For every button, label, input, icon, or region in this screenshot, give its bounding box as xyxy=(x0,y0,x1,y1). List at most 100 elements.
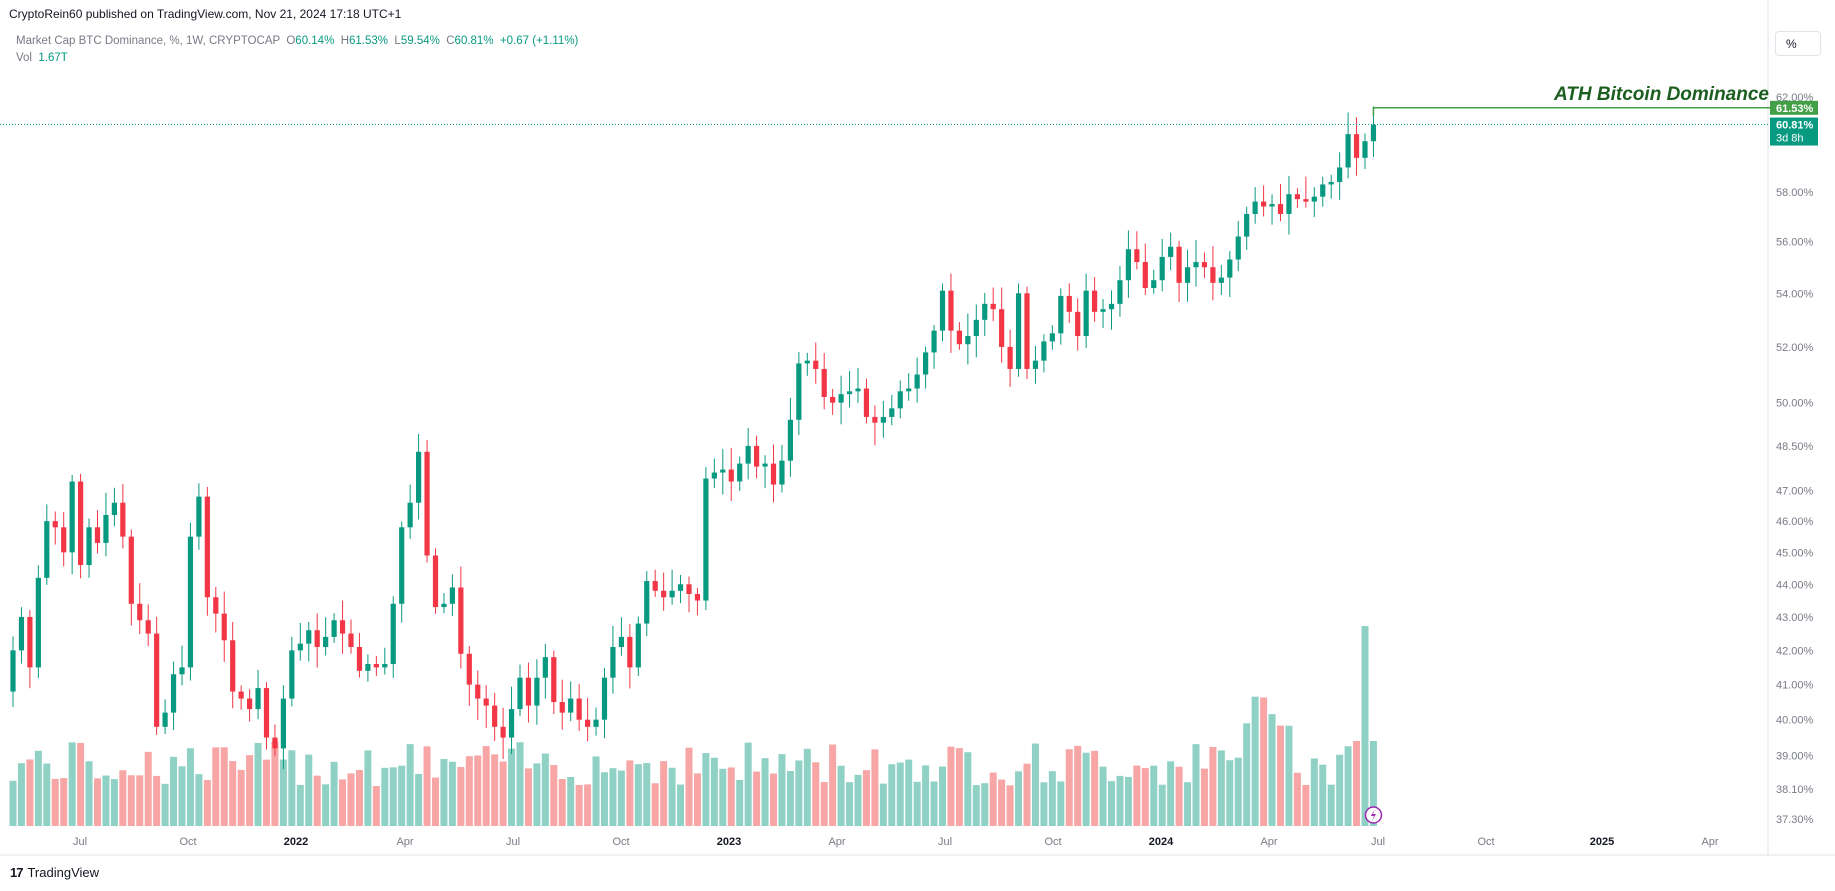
volume-bar xyxy=(296,784,304,826)
volume-bar xyxy=(1285,725,1293,826)
volume-bar xyxy=(584,784,592,826)
candle-body xyxy=(568,698,574,713)
volume-bar xyxy=(567,776,575,826)
volume-bar xyxy=(153,775,161,826)
candle-body xyxy=(1353,134,1360,158)
candle-body xyxy=(339,620,346,634)
volume-bar xyxy=(254,742,262,826)
publisher-caption: CryptoRein60 published on TradingView.co… xyxy=(9,7,402,21)
time-tick: Jul xyxy=(1371,836,1385,848)
candle-body xyxy=(838,394,844,403)
candle-body xyxy=(559,702,565,713)
price-tick: 41.00% xyxy=(1776,680,1814,692)
volume-bar xyxy=(854,774,862,826)
candle-body xyxy=(204,496,210,598)
candle-body xyxy=(585,719,591,727)
volume-bar xyxy=(237,769,245,826)
volume-bar xyxy=(1243,723,1251,826)
volume-bar xyxy=(347,773,355,826)
candle-body xyxy=(855,388,861,392)
candle-body xyxy=(1092,290,1098,312)
candle-body xyxy=(314,630,320,647)
time-tick: Oct xyxy=(179,836,196,848)
candle-body xyxy=(1252,201,1258,214)
volume-value: 1.67T xyxy=(38,52,68,64)
candle-body xyxy=(872,416,878,423)
volume-bar xyxy=(685,747,693,826)
volume-bar xyxy=(1344,746,1352,826)
candle-body xyxy=(449,587,455,604)
candle-body xyxy=(1277,204,1284,214)
price-tick: 46.00% xyxy=(1776,516,1814,528)
candle-body xyxy=(1032,360,1039,369)
candle-body xyxy=(52,521,58,528)
time-tick: Jul xyxy=(506,836,520,848)
candle-body xyxy=(44,521,50,578)
candle-body xyxy=(1218,277,1224,283)
volume-bar xyxy=(1277,725,1284,826)
volume-bar xyxy=(491,754,499,826)
volume-bar xyxy=(939,766,946,826)
volume-bar xyxy=(1361,626,1369,826)
candle-body xyxy=(830,396,836,403)
candle-body xyxy=(610,646,616,678)
candle-body xyxy=(1201,262,1208,268)
price-tick: 47.00% xyxy=(1776,486,1814,498)
volume-bar xyxy=(803,748,811,826)
candle-body xyxy=(382,663,388,668)
volume-bar xyxy=(516,742,524,826)
candle-body xyxy=(534,677,540,706)
candle-body xyxy=(1041,341,1047,361)
candle-body xyxy=(906,388,912,392)
candle-body xyxy=(1210,267,1216,283)
volume-bar xyxy=(1150,765,1158,826)
candle-body xyxy=(1244,213,1250,237)
volume-bar xyxy=(1234,757,1242,826)
volume-bar xyxy=(508,748,516,826)
candle-body xyxy=(78,481,84,566)
volume-bar xyxy=(778,754,786,826)
volume-bar xyxy=(846,782,854,826)
time-tick: Apr xyxy=(396,836,413,848)
volume-bar xyxy=(170,756,178,826)
candle-body xyxy=(297,643,303,651)
candle-body xyxy=(1370,124,1377,142)
candle-body xyxy=(1311,196,1317,202)
candle-body xyxy=(1328,181,1334,185)
volume-bar xyxy=(575,785,583,826)
volume-bar xyxy=(753,771,761,826)
volume-bar xyxy=(60,778,68,826)
volume-bar xyxy=(246,755,254,826)
percent-scale-button[interactable]: % xyxy=(1775,31,1821,56)
candle-body xyxy=(145,620,151,634)
price-tick: 42.00% xyxy=(1776,645,1814,657)
candle-body xyxy=(720,469,726,473)
candle-body xyxy=(1049,333,1055,342)
candle-body xyxy=(576,698,582,720)
candle-body xyxy=(483,698,489,706)
time-tick: Apr xyxy=(1701,836,1718,848)
volume-bar xyxy=(355,769,363,826)
volume-bar xyxy=(634,764,642,826)
volume-bar xyxy=(710,757,718,826)
volume-bar xyxy=(77,742,85,826)
candle-body xyxy=(196,496,202,537)
price-tick: 44.00% xyxy=(1776,579,1814,591)
candle-body xyxy=(762,463,768,467)
candle-body xyxy=(1151,280,1157,289)
volume-bar xyxy=(1057,781,1065,826)
candle-body xyxy=(956,330,962,345)
volume-bar xyxy=(195,774,203,826)
volume-bar xyxy=(1015,771,1023,826)
volume-bar xyxy=(930,781,938,826)
open-key: O xyxy=(286,35,296,47)
tradingview-mark-icon: 17 xyxy=(10,865,24,880)
volume-bar xyxy=(263,759,270,826)
volume-bar xyxy=(94,778,101,826)
price-tick: 58.00% xyxy=(1776,187,1814,199)
volume-bar xyxy=(322,784,330,826)
volume-bar xyxy=(896,762,904,826)
candle-body xyxy=(94,527,101,543)
candle-body xyxy=(61,527,67,553)
